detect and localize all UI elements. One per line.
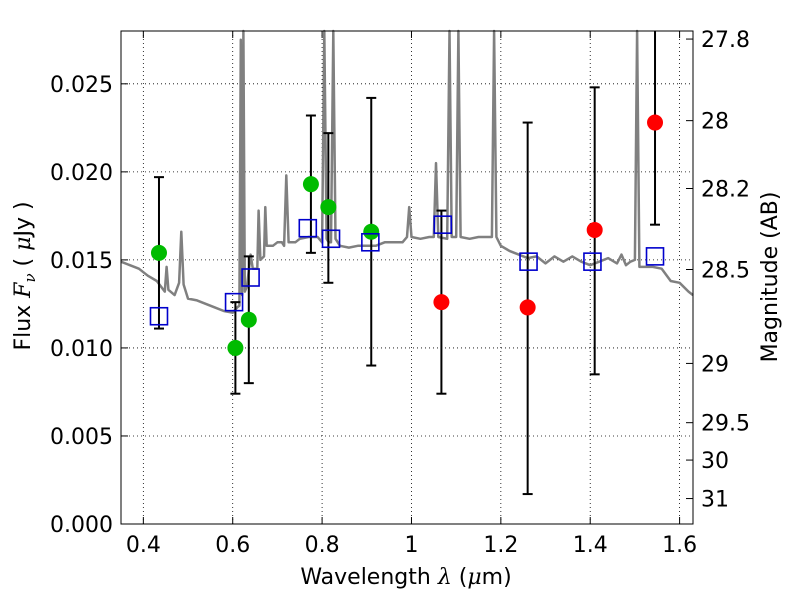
mag-tick-label: 29.5 xyxy=(701,412,750,437)
red-point xyxy=(647,114,664,131)
red-points-series xyxy=(433,114,664,316)
x-tick-label: 1.4 xyxy=(573,533,608,558)
red-point xyxy=(519,299,536,316)
model-square xyxy=(224,292,244,312)
mag-tick-label: 28.2 xyxy=(701,178,750,203)
model-square xyxy=(433,215,453,234)
mag-tick-label: 28.5 xyxy=(701,258,750,283)
green-point xyxy=(227,339,244,356)
green-point xyxy=(240,311,257,328)
model-square xyxy=(149,306,169,326)
plot-frame xyxy=(120,30,694,525)
green-point xyxy=(320,199,337,216)
right-axis-label: Magnitude (AB) xyxy=(758,192,783,363)
green-points-series xyxy=(150,176,380,356)
x-tick-label: 1 xyxy=(404,533,418,558)
grid-lines xyxy=(121,31,693,525)
green-point xyxy=(302,176,319,193)
x-tick-label: 1.2 xyxy=(483,533,518,558)
green-point xyxy=(150,244,167,261)
mag-tick-label: 28 xyxy=(701,110,729,135)
y-tick-label: 0.025 xyxy=(50,73,113,98)
y-tick-label: 0.020 xyxy=(50,161,113,186)
y-axis-label: Flux Fν ( μJy ) xyxy=(11,201,39,350)
x-tick-label: 0.6 xyxy=(215,533,250,558)
y-tick-label: 0.015 xyxy=(50,249,113,274)
model-square xyxy=(321,229,341,249)
axis-ticks xyxy=(121,31,693,525)
green-point xyxy=(363,223,380,240)
spectrum-series xyxy=(120,29,694,314)
model-square xyxy=(645,247,665,266)
x-axis-label: Wavelength λ (μm) xyxy=(300,565,511,590)
tick-labels: 0.4 0.6 0.8 1 1.2 1.4 1.6 0.000 0.005 0.010 0.015 0… xyxy=(50,28,750,558)
mag-tick-label: 27.8 xyxy=(701,28,750,53)
mag-tick-label: 29 xyxy=(701,352,729,377)
y-tick-label: 0.010 xyxy=(50,337,113,362)
model-square xyxy=(241,268,260,287)
model-square xyxy=(519,252,538,271)
model-square xyxy=(298,218,318,238)
x-tick-label: 0.4 xyxy=(126,533,161,558)
mag-tick-label: 31 xyxy=(701,488,729,513)
model-square xyxy=(583,252,602,271)
spectrum-line xyxy=(120,29,694,314)
red-point xyxy=(433,294,450,311)
y-tick-label: 0.005 xyxy=(50,425,113,450)
mag-tick-label: 30 xyxy=(701,449,729,474)
x-tick-label: 0.8 xyxy=(305,533,340,558)
red-point xyxy=(586,221,603,238)
x-tick-label: 1.6 xyxy=(662,533,697,558)
model-square xyxy=(361,232,380,252)
y-tick-label: 0.000 xyxy=(50,513,113,538)
model-points-series xyxy=(149,215,665,326)
